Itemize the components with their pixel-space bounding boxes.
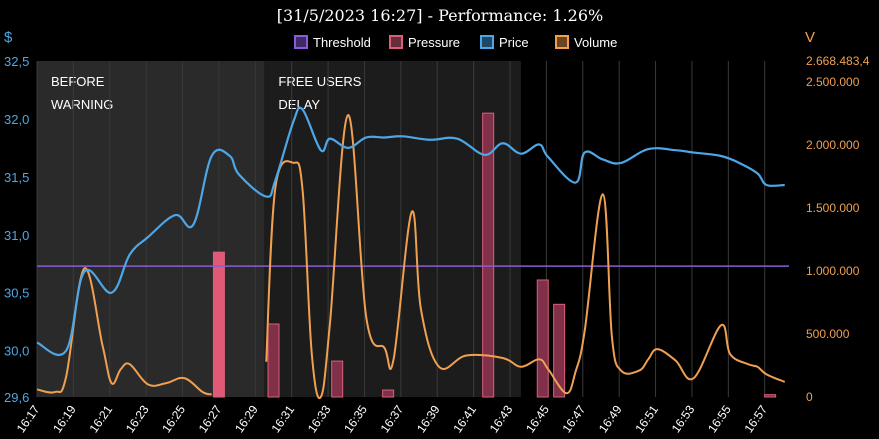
legend-item-volume[interactable]: Volume [555,35,617,50]
right-axis-unit: V [805,29,815,46]
band-label: DELAY [278,97,320,112]
left-tick-label: 32,5 [4,54,29,69]
legend[interactable]: Threshold Pressure Price Volume [294,35,617,50]
legend-item-price[interactable]: Price [480,35,529,50]
legend-label: Volume [574,35,617,50]
left-axis-unit: $ [4,29,13,46]
left-tick-label: 32,0 [4,112,29,127]
pressure-bar[interactable] [482,112,495,398]
left-tick-label: 31,5 [4,170,29,185]
right-tick-label: 0 [806,390,813,404]
volume-line[interactable] [265,113,786,400]
right-tick-label: 2.668.483,4 [806,54,870,68]
pressure-bars[interactable] [212,112,777,398]
pressure-bar[interactable] [553,303,566,398]
legend-label: Price [499,35,529,50]
right-tick-label: 2.500.000 [806,75,860,89]
volume-line[interactable] [36,267,212,396]
left-tick-label: 31,0 [4,228,29,243]
pressure-bar[interactable] [267,323,280,398]
legend-label: Pressure [408,35,460,50]
left-tick-label: 30,0 [4,344,29,359]
grid-layer [36,61,766,397]
legend-label: Threshold [313,35,371,50]
band-layer: BEFORE WARNING FREE USERS DELAY [37,61,521,397]
left-tick-label: 29,6 [4,390,29,405]
legend-swatch [480,35,494,49]
band-label: WARNING [51,97,113,112]
right-tick-label: 500.000 [806,327,850,341]
legend-item-threshold[interactable]: Threshold [294,35,371,50]
pressure-bar[interactable] [212,251,225,398]
right-tick-label: 1.500.000 [806,201,860,215]
series-lines[interactable] [36,106,789,400]
band-label: FREE USERS [278,74,361,89]
pressure-bar[interactable] [331,360,344,398]
band-0 [37,61,265,397]
legend-item-pressure[interactable]: Pressure [389,35,460,50]
legend-swatch [555,35,569,49]
right-tick-label: 1.000.000 [806,264,860,278]
band-label: BEFORE [51,74,105,89]
legend-swatch [294,35,308,49]
price-line[interactable] [36,106,785,357]
left-tick-label: 30,5 [4,286,29,301]
right-tick-label: 2.000.000 [806,138,860,152]
pressure-bar[interactable] [382,389,395,398]
legend-swatch [389,35,403,49]
pressure-bar[interactable] [536,279,549,398]
chart-title: [31/5/2023 16:27] - Performance: 1.26% [277,6,603,25]
pressure-bar[interactable] [764,394,777,398]
